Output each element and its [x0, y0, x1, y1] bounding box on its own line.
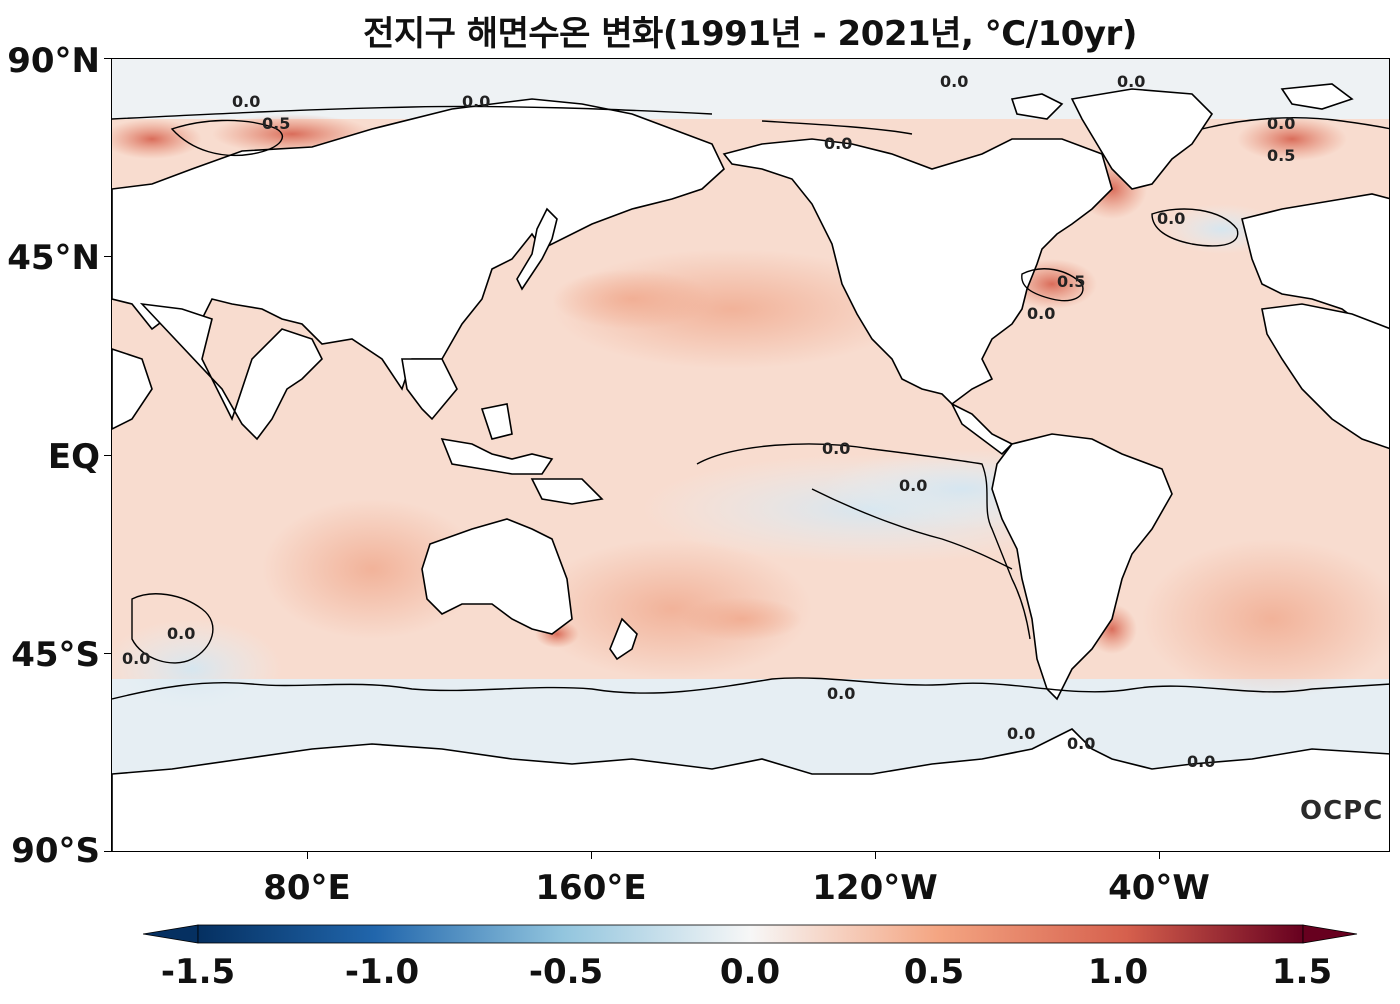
- y-label-eq: EQ: [47, 437, 100, 477]
- colorbar-tick-label: 1.5: [1271, 952, 1333, 992]
- maritime-continent: [440, 437, 554, 475]
- borneo: [480, 403, 513, 440]
- contour-southern-ocean: [112, 677, 1389, 700]
- kara-hot-spot: [112, 119, 202, 159]
- contour-south-indian: [131, 593, 214, 664]
- y-tick: [104, 851, 111, 852]
- contour-label: 0.5: [1267, 146, 1295, 165]
- y-label-90s: 90°S: [11, 831, 100, 871]
- indochina: [401, 358, 458, 421]
- y-tick: [104, 58, 111, 59]
- arctic-island: [1010, 93, 1064, 120]
- nordic-seas-hot-spot: [1237, 117, 1347, 161]
- new-zealand: [609, 617, 638, 661]
- contour-arctic-canada: [761, 120, 913, 135]
- south-america: [991, 433, 1173, 701]
- eurasia: [112, 98, 725, 391]
- contour-label: 0.0: [1067, 734, 1095, 753]
- colorbar-tick-label: -1.5: [160, 952, 236, 992]
- colorbar-gradient: [197, 924, 1304, 944]
- contour-label: 0.0: [822, 439, 850, 458]
- north-america: [722, 138, 1113, 406]
- japan: [516, 207, 558, 291]
- y-label-90n: 90°N: [7, 41, 100, 81]
- indian-ocean-warm-region: [262, 499, 482, 639]
- contour-gulf-stream-05: [1021, 268, 1084, 302]
- south-atlantic-warm-region: [1142, 539, 1389, 699]
- south-pacific-warm-region: [532, 539, 812, 679]
- y-tick: [104, 256, 111, 257]
- map-svg: 0.0 0.0 0.5 0.0 0.0 0.0 0.0 0.0 0.5 0.0 …: [112, 59, 1389, 851]
- contour-label: 0.0: [167, 624, 195, 643]
- contour-north-atlantic: [1151, 208, 1239, 247]
- contour-label: 0.0: [1267, 114, 1295, 133]
- x-tick: [591, 852, 592, 859]
- contour-label: 0.0: [827, 684, 855, 703]
- colorbar-svg: [142, 924, 1358, 944]
- y-label-45n: 45°N: [7, 238, 100, 278]
- x-tick: [1159, 852, 1160, 859]
- landmasses: [112, 83, 1389, 851]
- contour-label: 0.5: [262, 114, 290, 133]
- contour-label: 0.0: [122, 649, 150, 668]
- kuroshio-warm-region: [552, 269, 712, 329]
- contour-label: 0.0: [899, 476, 927, 495]
- x-label-40w: 40°W: [1108, 868, 1210, 908]
- x-label-120w: 120°W: [812, 868, 938, 908]
- australia: [421, 518, 573, 635]
- contour-label: 0.0: [824, 134, 852, 153]
- contour-label: 0.0: [462, 92, 490, 111]
- south-indian-cool-region: [112, 619, 282, 719]
- y-tick: [104, 653, 111, 654]
- ocpc-logo: OCPC: [1300, 796, 1384, 826]
- contour-label: 0.5: [1057, 272, 1085, 291]
- contour-arctic-pacific: [112, 105, 713, 120]
- greenland: [1070, 88, 1214, 190]
- indian-subcontinent: [139, 302, 323, 441]
- contour-label: 0.0: [1117, 72, 1145, 91]
- x-tick: [307, 852, 308, 859]
- colorbar: [142, 924, 1358, 944]
- west-africa: [1261, 303, 1389, 450]
- colorbar-min-extend: [142, 924, 199, 944]
- contour-label: 0.0: [940, 72, 968, 91]
- contour-label: 0.0: [232, 92, 260, 111]
- contour-lines: [112, 105, 1389, 700]
- y-tick: [104, 455, 111, 456]
- x-label-80e: 80°E: [263, 868, 351, 908]
- new-guinea: [530, 478, 604, 505]
- colorbar-tick-label: -1.0: [344, 952, 420, 992]
- colorbar-tick-label: 0.5: [903, 952, 965, 992]
- south-pacific-warm-core: [682, 597, 802, 641]
- map-title: 전지구 해면수온 변화(1991년 - 2021년, °C/10yr): [363, 14, 1137, 54]
- contour-eastern-pacific-south: [811, 488, 1013, 570]
- colorbar-tick-label: -0.5: [528, 952, 604, 992]
- x-label-160e: 160°E: [535, 868, 647, 908]
- svalbard: [1280, 83, 1354, 110]
- contour-label-group: 0.0 0.0 0.5 0.0 0.0 0.0 0.0 0.0 0.5 0.0 …: [122, 72, 1295, 771]
- sst-trend-map: 0.0 0.0 0.5 0.0 0.0 0.0 0.0 0.0 0.5 0.0 …: [111, 58, 1390, 852]
- central-america: [950, 402, 1014, 456]
- y-label-45s: 45°S: [11, 635, 100, 675]
- contour-label: 0.0: [1187, 752, 1215, 771]
- colorbar-tick-label: 1.0: [1087, 952, 1149, 992]
- contour-label: 0.0: [1157, 209, 1185, 228]
- contour-label: 0.0: [1007, 724, 1035, 743]
- contour-label: 0.0: [1027, 304, 1055, 323]
- contour-barents-05: [170, 119, 284, 157]
- contour-nordic: [1201, 117, 1389, 130]
- contour-eastern-pacific: [696, 443, 1031, 640]
- antarctica: [112, 728, 1389, 851]
- x-tick: [875, 852, 876, 859]
- east-africa: [112, 348, 153, 430]
- colorbar-max-extend: [1302, 924, 1358, 944]
- colorbar-tick-label: 0.0: [719, 952, 781, 992]
